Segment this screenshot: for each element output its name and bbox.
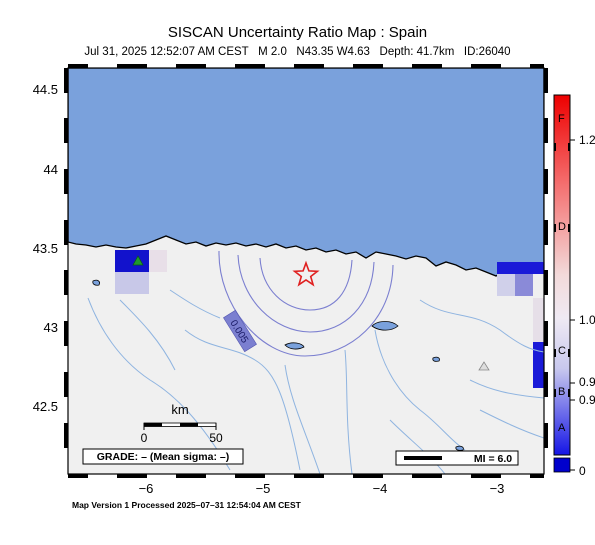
colorbar-tick-label: 0.9 (579, 375, 595, 389)
reservoir (455, 445, 464, 451)
map-border-ticks (64, 64, 548, 478)
contour-lines (218, 250, 394, 357)
map-title: SISCAN Uncertainty Ratio Map : Spain (167, 24, 428, 41)
colorbar-tick-label: 0 (579, 464, 586, 478)
colorbar-grade: B (558, 386, 566, 398)
scale-bar: km 0 50 (141, 402, 223, 445)
epicenter-star-icon (292, 260, 320, 287)
lon-label: −5 (255, 481, 271, 496)
ratio-cell (115, 272, 149, 294)
lat-label: 44.5 (32, 82, 58, 97)
ratio-cell (497, 262, 544, 274)
lon-label: −4 (372, 481, 388, 496)
station-triangle-icon (478, 361, 490, 371)
lat-label: 42.5 (32, 399, 58, 414)
lon-label: −3 (489, 481, 505, 496)
ratio-cell (533, 298, 544, 342)
colorbar-tick-label: 1.2 (579, 133, 595, 147)
colorbar (553, 94, 575, 473)
lon-label: −6 (138, 481, 154, 496)
colorbar-grade: C (558, 345, 566, 357)
colorbar-grade: F (558, 113, 565, 125)
colorbar-grade: D (558, 221, 566, 233)
lat-label: 43.5 (32, 241, 58, 256)
grade-box: GRADE: – (Mean sigma: –) (82, 448, 244, 465)
ratio-cell (533, 342, 544, 388)
ratio-cell (115, 250, 149, 272)
event-summary: Jul 31, 2025 12:52:07 AM CEST M 2.0 N43.… (84, 46, 511, 58)
ratio-cell (515, 274, 533, 296)
colorbar-tick-label: 1.0 (579, 313, 595, 327)
scale-label: 0 (141, 431, 148, 445)
ratio-cell (149, 250, 167, 272)
svg-text:GRADE: – (Mean sigma: –): GRADE: – (Mean sigma: –) (97, 451, 229, 463)
mi-legend-box: MI = 6.0 (395, 450, 519, 466)
reservoir (371, 321, 399, 331)
reservoir (92, 279, 100, 286)
station-triangle-icon (132, 255, 144, 266)
rivers (87, 289, 544, 474)
colorbar-tick-label: 0.9 (579, 393, 595, 407)
colorbar-grade: A (558, 422, 566, 434)
reservoir (432, 356, 440, 362)
lat-label: 44 (43, 162, 58, 177)
scale-unit: km (171, 402, 188, 417)
map-version-footer: Map Version 1 Processed 2025–07–31 12:54… (72, 500, 301, 510)
ocean-area (68, 68, 544, 277)
reservoir (284, 342, 305, 350)
svg-text:MI = 6.0: MI = 6.0 (474, 453, 512, 465)
scale-label: 50 (209, 431, 223, 445)
ratio-cell (497, 274, 515, 296)
lat-label: 43 (43, 320, 58, 335)
